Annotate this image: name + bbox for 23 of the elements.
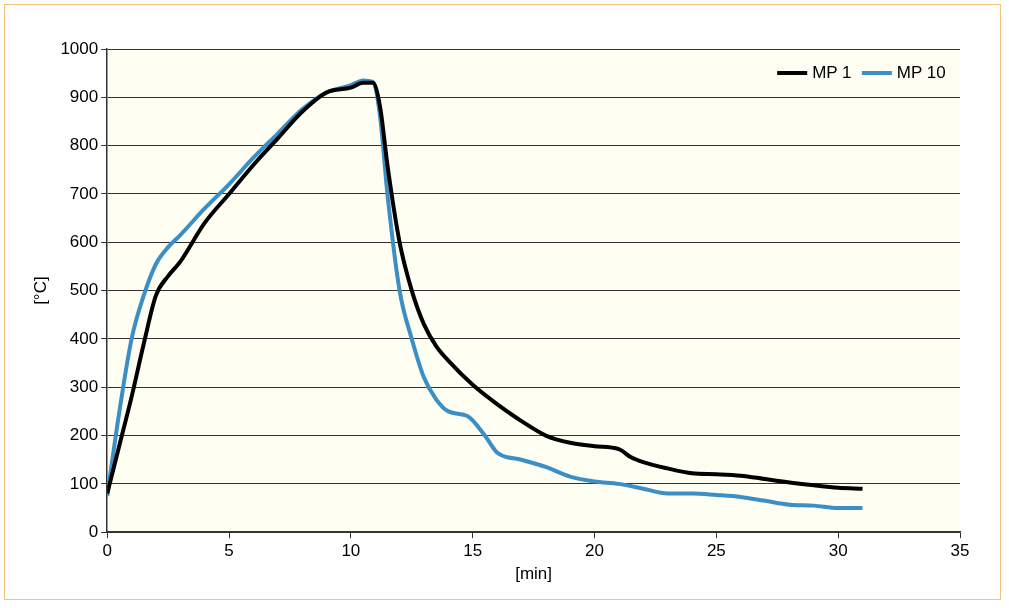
- x-tick-label: 25: [706, 541, 726, 561]
- y-tick-label: 1000: [60, 38, 99, 58]
- x-tick-label: 20: [585, 541, 604, 561]
- x-axis-title: [min]: [515, 564, 553, 584]
- x-tick-label: 30: [828, 541, 848, 561]
- y-tick-label: 100: [69, 473, 99, 493]
- y-tick-label: 800: [69, 135, 99, 155]
- y-tick-label: 700: [69, 183, 99, 203]
- y-axis-title: [°C]: [30, 276, 50, 305]
- x-tick-label: 10: [341, 541, 361, 561]
- y-tick-label: 900: [69, 87, 99, 107]
- y-tick-label: 600: [69, 231, 99, 251]
- legend-label: MP 1: [812, 62, 852, 82]
- x-tick-label: 35: [950, 541, 970, 561]
- y-tick-label: 500: [69, 280, 99, 300]
- legend-label: MP 10: [896, 62, 946, 82]
- y-tick-label: 300: [69, 376, 99, 396]
- y-tick-label: 200: [69, 425, 99, 445]
- y-tick-label: 400: [69, 328, 99, 348]
- x-tick-label: 15: [463, 541, 483, 561]
- x-tick-label: 5: [224, 541, 234, 561]
- y-tick-label: 0: [88, 521, 99, 541]
- x-tick-label: 0: [102, 541, 112, 561]
